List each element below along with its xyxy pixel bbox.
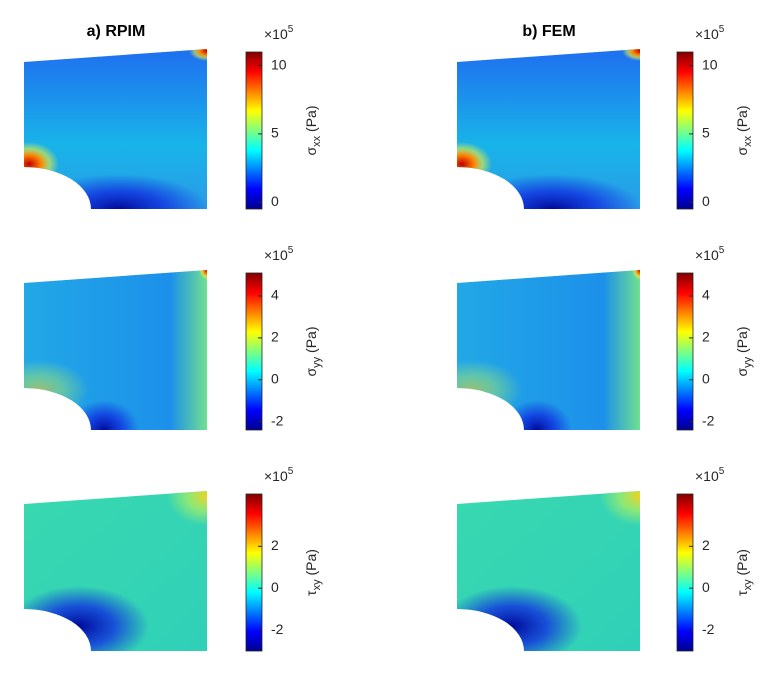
label-symbol: τ (303, 590, 319, 596)
multiplier-base: ×10 (264, 468, 288, 484)
colorbar-label: σxx (Pa) (303, 106, 323, 156)
label-symbol: τ (734, 590, 750, 596)
field (24, 491, 207, 651)
label-subscript: xy (742, 579, 754, 591)
colorbar-tick-label: 0 (702, 193, 710, 209)
colorbar-tick-label: 0 (271, 193, 279, 209)
label-symbol: σ (303, 146, 319, 155)
multiplier: ×105 (264, 466, 294, 484)
colorbar-tick-label: -2 (271, 621, 284, 637)
colorbar-label: τxy (Pa) (303, 549, 323, 596)
colorbar (676, 272, 694, 431)
multiplier-base: ×10 (695, 468, 719, 484)
colorbar-tick-label: 0 (271, 370, 279, 386)
colorbar-tick-label: 2 (702, 329, 710, 345)
colorbar-tick-label: -2 (702, 412, 715, 428)
colorbar-label: σyy (Pa) (734, 327, 754, 377)
field-high (457, 360, 522, 420)
multiplier-exponent: 5 (719, 24, 725, 35)
panel: -2 0 2 4 ×105 σyy (Pa) (457, 245, 754, 431)
field-low (24, 586, 149, 651)
multiplier-exponent: 5 (719, 466, 725, 477)
label-unit: (Pa) (734, 106, 750, 132)
colorbar (245, 272, 263, 431)
field-corner (632, 270, 640, 280)
multiplier-exponent: 5 (288, 24, 294, 35)
label-symbol: σ (303, 367, 319, 376)
field (457, 491, 640, 651)
colorbar (676, 51, 694, 210)
multiplier-base: ×10 (695, 26, 719, 42)
field-low (502, 400, 572, 430)
field-corner (600, 491, 640, 526)
colorbar (245, 51, 263, 210)
label-unit: (Pa) (734, 327, 750, 353)
field-corner (189, 49, 207, 61)
multiplier: ×105 (264, 24, 294, 42)
field (24, 270, 207, 430)
panel-title: b) FEM (522, 23, 575, 40)
multiplier-base: ×10 (264, 247, 288, 263)
colorbar-tick-label: 5 (702, 125, 710, 141)
colorbar-tick-label: 0 (271, 579, 279, 595)
colorbar (245, 493, 263, 652)
field-low (462, 174, 640, 209)
multiplier-exponent: 5 (288, 245, 294, 256)
multiplier: ×105 (695, 245, 725, 263)
colorbar (676, 493, 694, 652)
multiplier: ×105 (695, 24, 725, 42)
label-subscript: yy (742, 356, 754, 368)
panel: -2 0 2 4 ×105 σyy (Pa) (24, 245, 323, 431)
field (24, 49, 207, 209)
colorbar-tick-label: 2 (271, 329, 279, 345)
field-low (29, 174, 207, 209)
field-high (24, 142, 59, 186)
colorbar-tick-label: -2 (702, 621, 715, 637)
label-symbol: σ (734, 367, 750, 376)
colorbar-label: σxx (Pa) (734, 106, 754, 156)
label-subscript: yy (311, 356, 323, 368)
panel: -2 0 2 ×105 τxy (Pa) (24, 466, 323, 652)
multiplier: ×105 (264, 245, 294, 263)
colorbar-label: τxy (Pa) (734, 549, 754, 596)
field-low (69, 400, 139, 430)
colorbar-tick-label: 0 (702, 370, 710, 386)
label-subscript: xx (311, 135, 323, 147)
label-unit: (Pa) (734, 549, 750, 575)
label-unit: (Pa) (303, 327, 319, 353)
panel-title: a) RPIM (87, 23, 146, 40)
colorbar-tick-label: 10 (271, 56, 287, 72)
field (457, 49, 640, 209)
colorbar-tick-label: 10 (702, 56, 718, 72)
label-symbol: σ (734, 146, 750, 155)
field-corner (622, 49, 640, 61)
field-corner (167, 491, 207, 526)
label-subscript: xx (742, 135, 754, 147)
multiplier-base: ×10 (264, 26, 288, 42)
colorbar-tick-label: 2 (702, 537, 710, 553)
colorbar-tick-label: 0 (702, 579, 710, 595)
multiplier: ×105 (695, 466, 725, 484)
label-unit: (Pa) (303, 106, 319, 132)
multiplier-base: ×10 (695, 247, 719, 263)
multiplier-exponent: 5 (288, 466, 294, 477)
panel: -2 0 2 ×105 τxy (Pa) (457, 466, 754, 652)
field-low (457, 586, 582, 651)
colorbar-tick-label: 4 (271, 287, 279, 303)
colorbar-tick-label: 4 (702, 287, 710, 303)
colorbar-tick-label: -2 (271, 412, 284, 428)
colorbar-tick-label: 5 (271, 125, 279, 141)
field-corner (199, 270, 207, 280)
label-unit: (Pa) (303, 549, 319, 575)
label-subscript: xy (311, 579, 323, 591)
field-high (457, 142, 492, 186)
field (457, 270, 640, 430)
multiplier-exponent: 5 (719, 245, 725, 256)
colorbar-label: σyy (Pa) (303, 327, 323, 377)
colorbar-tick-label: 2 (271, 537, 279, 553)
